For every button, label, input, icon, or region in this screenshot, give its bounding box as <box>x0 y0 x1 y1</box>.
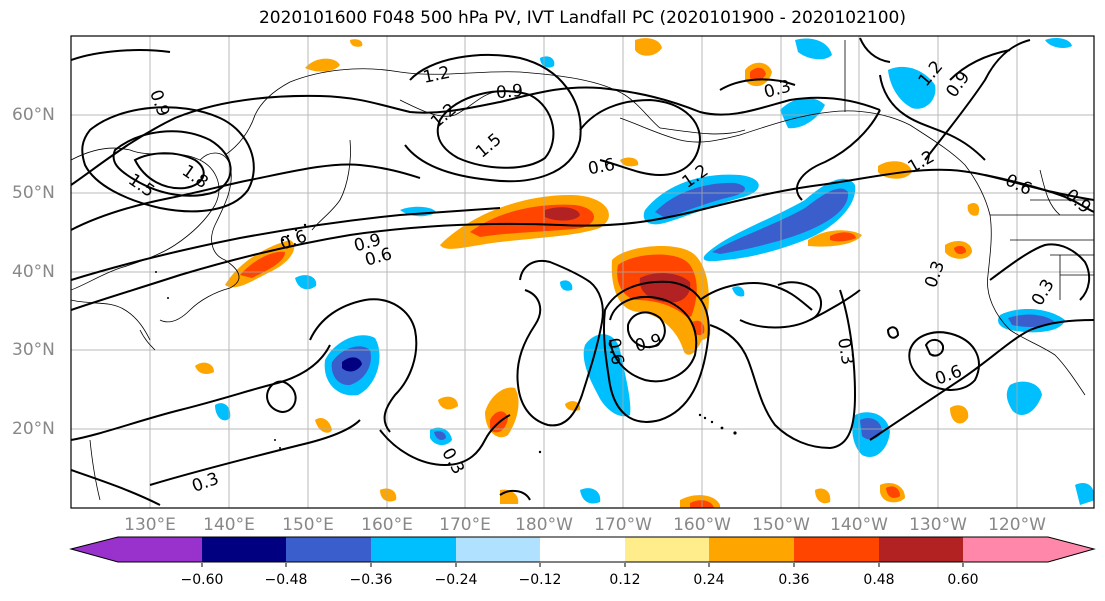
lon-label: 160°E <box>361 515 413 535</box>
pv-shading <box>195 38 1094 508</box>
positive-anomaly-blob <box>225 240 295 288</box>
positive-anomaly-blob <box>195 38 980 508</box>
graticule <box>71 36 1094 508</box>
lat-label: 20°N <box>12 419 55 439</box>
colorbar-tick-label: −0.12 <box>518 572 562 588</box>
negative-anomaly-blob <box>215 38 1094 505</box>
positive-anomaly-blob <box>440 195 609 249</box>
lon-label: 170°W <box>594 515 652 535</box>
lon-label: 130°E <box>124 515 176 535</box>
lon-label: 150°E <box>282 515 334 535</box>
lon-label: 180°W <box>515 515 573 535</box>
contour-label: 0.9 <box>495 81 524 103</box>
islands <box>155 223 737 454</box>
colorbar-tick-label: −0.48 <box>264 572 308 588</box>
negative-anomaly-blob <box>324 335 380 396</box>
colorbar-tick-label: 0.24 <box>693 572 725 588</box>
contour-label: 0.6 <box>586 155 616 179</box>
colorbar-tick-label: 0.48 <box>863 572 895 588</box>
contour-labels: 1.2 1.2 1.5 1.5 1.8 0.9 0.9 0.9 0.9 0.9 … <box>124 57 1094 497</box>
lat-label: 30°N <box>12 340 55 360</box>
lon-label: 170°E <box>439 515 491 535</box>
negative-anomaly-blob <box>643 174 759 225</box>
contour-label: 0.6 <box>603 336 627 366</box>
lon-label: 140°E <box>203 515 255 535</box>
contour-label: 1.5 <box>124 170 158 202</box>
colorbar-tick-label: −0.60 <box>180 572 224 588</box>
colorbar-tick-label: 0.60 <box>947 572 979 588</box>
lon-label: 130°W <box>909 515 967 535</box>
map-frame <box>70 35 1095 509</box>
lat-label: 40°N <box>12 262 55 282</box>
contour-label: 0.9 <box>633 330 664 356</box>
pv-contours <box>71 37 1094 506</box>
coastlines <box>71 40 1094 501</box>
colorbar-tick-label: −0.24 <box>434 572 478 588</box>
lat-label: 50°N <box>12 183 55 203</box>
contour-label: 0.3 <box>921 258 949 290</box>
contour-label: 1.2 <box>421 63 452 88</box>
colorbar-tick-label: −0.36 <box>349 572 393 588</box>
colorbar-tick-label: 0.12 <box>609 572 641 588</box>
lon-label: 140°W <box>830 515 888 535</box>
contour-label: 0.9 <box>1061 185 1095 218</box>
contour-label: 0.9 <box>942 68 974 102</box>
contour-label: 1.5 <box>472 130 506 163</box>
colorbar-tick-label: 0.36 <box>778 572 810 588</box>
lon-label: 120°W <box>988 515 1046 535</box>
contour-label: 0.6 <box>1002 170 1035 200</box>
positive-anomaly-blob <box>611 245 709 355</box>
contour-label: 0.6 <box>932 361 964 389</box>
plot-title: 2020101600 F048 500 hPa PV, IVT Landfall… <box>258 8 906 28</box>
lon-label: 150°W <box>752 515 810 535</box>
lon-label: 160°W <box>673 515 731 535</box>
contour-label: 0.3 <box>437 445 468 478</box>
negative-anomaly-blob <box>703 178 856 262</box>
contour-label: 0.3 <box>833 336 857 366</box>
contour-label: 0.3 <box>1028 276 1059 309</box>
lat-label: 60°N <box>12 105 55 125</box>
